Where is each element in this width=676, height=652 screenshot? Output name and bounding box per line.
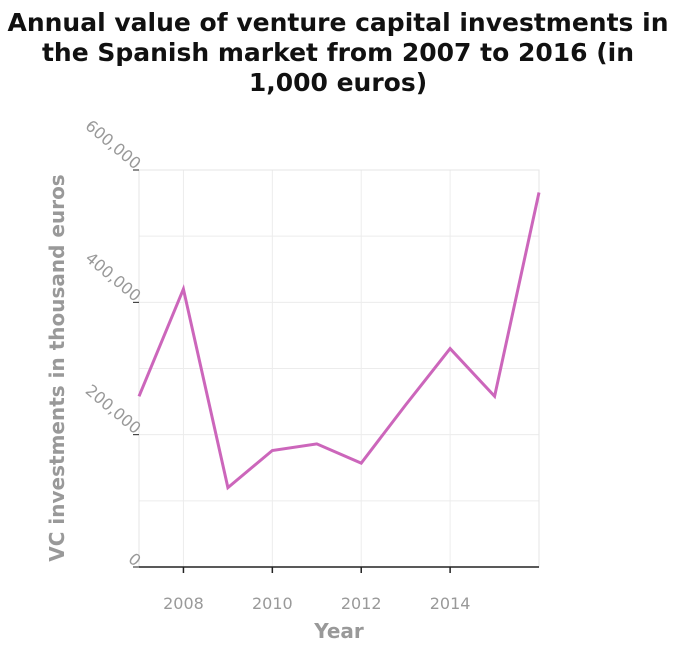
x-tick-label: 2010 [252,594,293,613]
series-layer [137,192,541,491]
x-tick-label: 2012 [341,594,382,613]
x-tick-label: 2014 [430,594,471,613]
y-tick-label: 200,000 [82,381,145,438]
y-tick-label: 600,000 [82,116,145,173]
x-tick-label: 2008 [163,594,204,613]
chart-title: Annual value of venture capital investme… [7,8,669,97]
y-tick-label: 400,000 [82,248,145,305]
y-axis-title: VC investments in thousand euros [45,174,69,561]
x-axis-ticks: 2008 2010 2012 2014 [163,567,470,613]
grid-lines [139,169,539,568]
x-axis-title: Year [313,619,364,643]
series-line-0 [137,192,541,491]
